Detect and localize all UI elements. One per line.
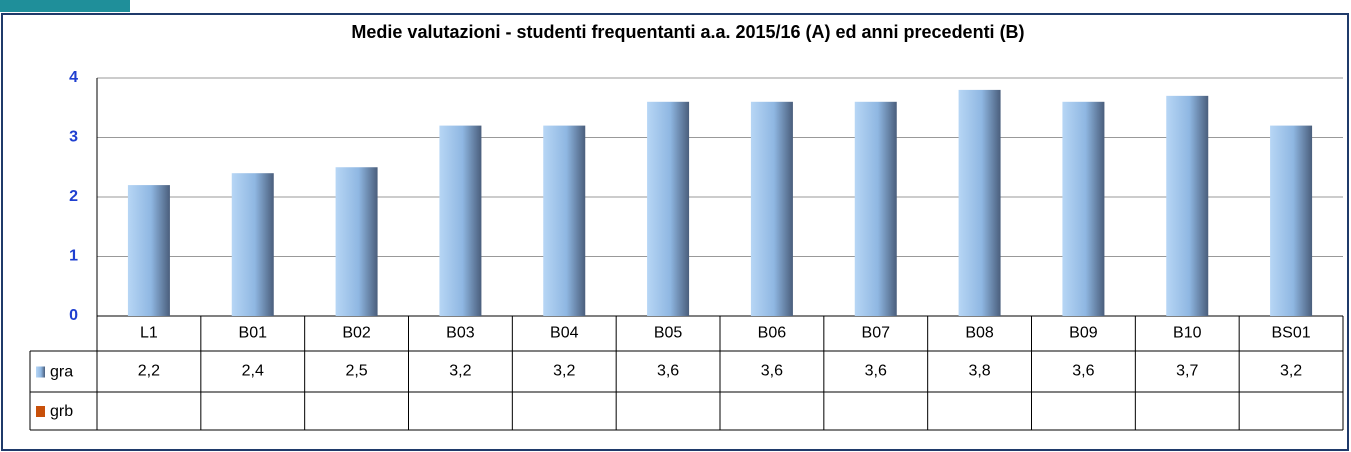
- x-tick-label: B05: [654, 325, 683, 342]
- bar: [231, 173, 274, 316]
- bar: [1062, 101, 1105, 316]
- table-value: 3,6: [657, 363, 679, 380]
- bar: [335, 167, 378, 316]
- table-value: 3,2: [449, 363, 471, 380]
- tab: [0, 0, 130, 12]
- table-value: 3,7: [1176, 363, 1198, 380]
- y-tick-label: 0: [69, 307, 78, 324]
- bar: [1270, 125, 1313, 316]
- bar: [958, 89, 1001, 317]
- bar: [647, 101, 690, 316]
- table-value: 3,8: [968, 363, 990, 380]
- y-tick-label: 4: [69, 69, 78, 86]
- table-value: 3,6: [865, 363, 887, 380]
- x-tick-label: B06: [758, 325, 787, 342]
- x-tick-label: B04: [550, 325, 579, 342]
- table-value: 2,2: [138, 363, 160, 380]
- table-value: 2,5: [345, 363, 367, 380]
- x-tick-label: B10: [1173, 325, 1202, 342]
- legend-label: grb: [50, 403, 73, 420]
- x-tick-label: B03: [446, 325, 475, 342]
- table-value: 3,6: [1072, 363, 1094, 380]
- y-tick-label: 2: [69, 188, 78, 205]
- legend-label: gra: [50, 364, 73, 381]
- bar: [854, 101, 897, 316]
- table-value: 3,2: [553, 363, 575, 380]
- legend-swatch: [36, 366, 45, 378]
- x-tick-label: B01: [239, 325, 268, 342]
- x-tick-label: B02: [342, 325, 371, 342]
- bar: [127, 185, 170, 316]
- bar: [439, 125, 482, 316]
- x-tick-label: B09: [1069, 325, 1098, 342]
- bar: [543, 125, 586, 316]
- table-value: 3,2: [1280, 363, 1302, 380]
- table-value: 3,6: [761, 363, 783, 380]
- x-tick-label: B08: [965, 325, 994, 342]
- table-value: 2,4: [242, 363, 264, 380]
- y-tick-label: 3: [69, 129, 78, 146]
- bar: [750, 101, 793, 316]
- x-tick-label: BS01: [1272, 325, 1311, 342]
- x-tick-label: L1: [140, 325, 158, 342]
- y-tick-label: 1: [69, 248, 78, 265]
- x-tick-label: B07: [862, 325, 891, 342]
- legend-swatch: [36, 406, 45, 417]
- chart-title: Medie valutazioni - studenti frequentant…: [351, 22, 1024, 42]
- bar: [1166, 95, 1209, 316]
